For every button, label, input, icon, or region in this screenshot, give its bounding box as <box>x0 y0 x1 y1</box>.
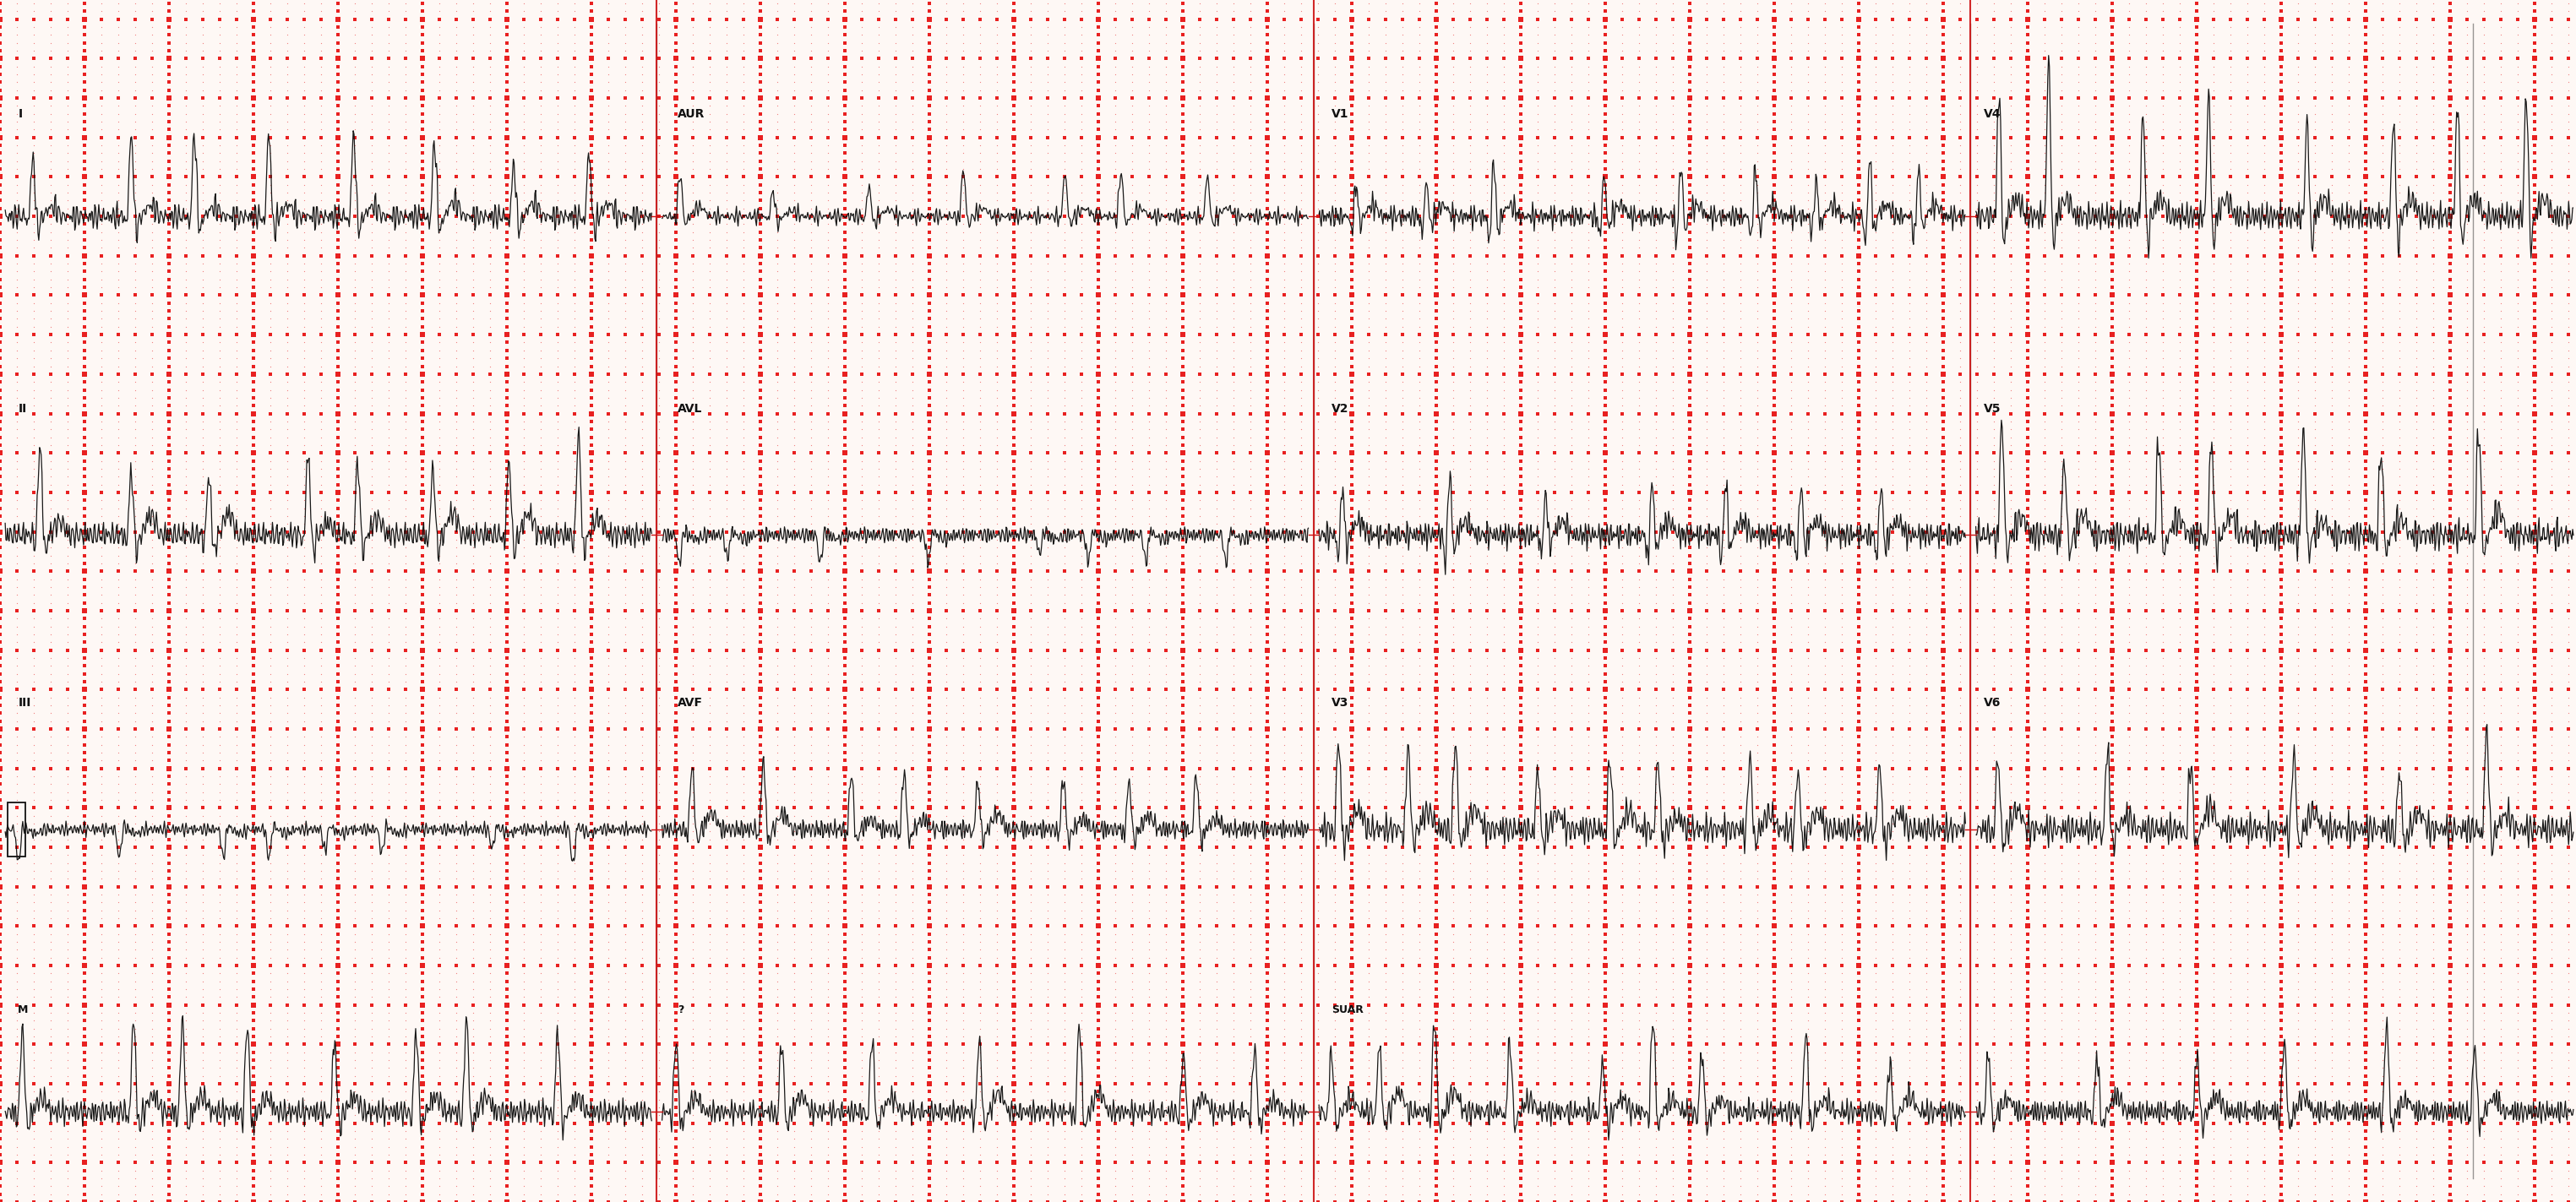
Text: SUAR: SUAR <box>1332 1004 1363 1016</box>
Text: M: M <box>18 1004 28 1016</box>
Text: AVF: AVF <box>677 697 703 709</box>
Text: V3: V3 <box>1332 697 1350 709</box>
Text: III: III <box>18 697 31 709</box>
Text: ?: ? <box>677 1004 683 1016</box>
Text: V6: V6 <box>1984 697 2002 709</box>
Text: V4: V4 <box>1984 108 2002 120</box>
Text: AVL: AVL <box>677 403 703 415</box>
Text: AUR: AUR <box>677 108 706 120</box>
Text: V2: V2 <box>1332 403 1350 415</box>
Bar <box>8 803 26 856</box>
Text: V5: V5 <box>1984 403 2002 415</box>
Text: II: II <box>18 403 26 415</box>
Text: I: I <box>18 108 23 120</box>
Text: V1: V1 <box>1332 108 1350 120</box>
